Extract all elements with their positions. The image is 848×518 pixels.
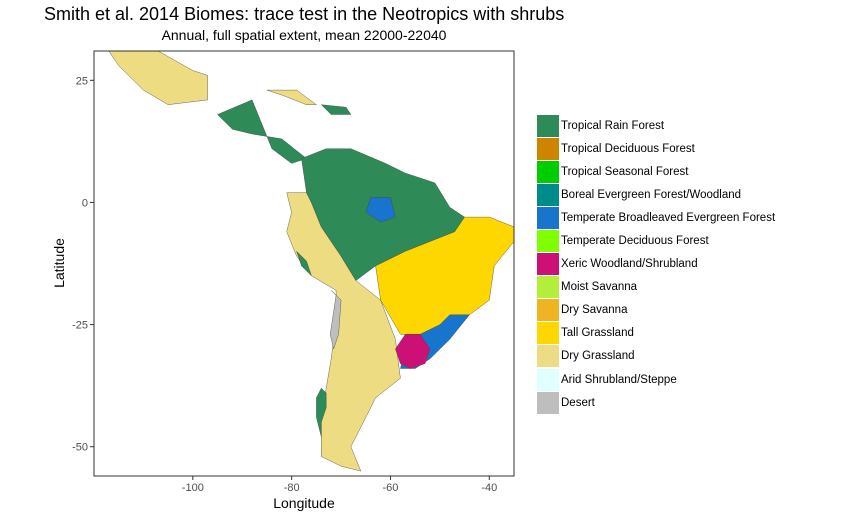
- y-tick-label: 25: [76, 75, 88, 87]
- legend-label: Dry Grassland: [561, 350, 635, 363]
- biome-region-tropical-rain-forest-11: [320, 104, 352, 115]
- legend-swatch: [537, 114, 559, 137]
- legend-item-tropical-seasonal-forest: Tropical Seasonal Forest: [537, 160, 775, 183]
- legend-item-arid-shrubland-steppe: Arid Shrubland/Steppe: [537, 368, 775, 391]
- legend-swatch: [537, 345, 559, 368]
- legend-item-tropical-rain-forest: Tropical Rain Forest: [537, 114, 775, 137]
- legend-label: Xeric Woodland/Shrubland: [561, 258, 698, 271]
- legend-swatch: [537, 391, 559, 414]
- y-axis: 25 0 -25 -50: [72, 75, 94, 454]
- legend-swatch: [537, 253, 559, 276]
- biome-region-dry-grassland-10: [266, 89, 318, 105]
- biome-region-desert-12: [329, 290, 342, 350]
- legend-swatch: [537, 230, 559, 253]
- x-tick-label: -60: [383, 482, 399, 494]
- y-axis-title: Latitude: [51, 238, 67, 288]
- y-tick-label: 0: [82, 197, 88, 209]
- legend-item-dry-savanna: Dry Savanna: [537, 299, 775, 322]
- legend-label: Tropical Seasonal Forest: [561, 165, 689, 178]
- y-tick-label: -50: [72, 442, 88, 454]
- legend-swatch: [537, 299, 559, 322]
- legend-swatch: [537, 137, 559, 160]
- biome-region-xeric-woodland-shrubland-6: [395, 334, 431, 369]
- legend-item-tall-grassland: Tall Grassland: [537, 322, 775, 345]
- biome-region-tropical-rain-forest-8: [296, 251, 312, 276]
- legend-item-temperate-deciduous-forest: Temperate Deciduous Forest: [537, 229, 775, 253]
- legend-swatch: [537, 276, 559, 299]
- legend-item-dry-grassland: Dry Grassland: [537, 345, 775, 368]
- legend-label: Tall Grassland: [561, 327, 634, 340]
- chart-title: Smith et al. 2014 Biomes: trace test in …: [44, 4, 565, 24]
- biome-regions: [108, 51, 514, 472]
- legend-label: Arid Shrubland/Steppe: [561, 373, 677, 386]
- legend-label: Temperate Deciduous Forest: [561, 235, 709, 248]
- legend: Tropical Rain Forest Tropical Deciduous F…: [537, 114, 775, 414]
- x-tick-label: -40: [481, 482, 497, 494]
- x-axis: -100 -80 -60 -40: [182, 476, 497, 494]
- panel-border: [93, 50, 515, 477]
- legend-label: Dry Savanna: [561, 304, 628, 317]
- x-tick-label: -100: [182, 482, 204, 494]
- legend-item-boreal-evergreen-forest-woodland: Boreal Evergreen Forest/Woodland: [537, 183, 775, 206]
- legend-swatch: [537, 160, 559, 183]
- legend-item-xeric-woodland-shrubland: Xeric Woodland/Shrubland: [537, 253, 775, 276]
- legend-label: Moist Savanna: [561, 281, 638, 294]
- legend-item-temperate-broadleaved-evergreen-forest: Temperate Broadleaved Evergreen Forest: [537, 206, 775, 229]
- legend-swatch: [537, 368, 559, 391]
- x-tick-label: -80: [284, 482, 300, 494]
- biome-region-tropical-rain-forest-9: [316, 387, 327, 437]
- legend-label: Boreal Evergreen Forest/Woodland: [561, 188, 742, 201]
- legend-item-desert: Desert: [537, 391, 775, 414]
- biome-region-dry-grassland-0: [108, 51, 208, 105]
- legend-item-tropical-deciduous-forest: Tropical Deciduous Forest: [537, 137, 775, 160]
- legend-item-moist-savanna: Moist Savanna: [537, 276, 775, 299]
- legend-label: Tropical Deciduous Forest: [561, 142, 695, 155]
- x-axis-title: Longitude: [273, 495, 335, 511]
- legend-label: Tropical Rain Forest: [561, 119, 665, 132]
- legend-label: Temperate Broadleaved Evergreen Forest: [561, 211, 776, 224]
- y-tick-label: -25: [72, 320, 88, 332]
- legend-label: Desert: [561, 396, 595, 409]
- legend-swatch: [537, 206, 559, 229]
- legend-swatch: [537, 322, 559, 345]
- biome-region-temperate-broadleaved-evergreen-forest-7: [365, 197, 396, 223]
- biome-region-tropical-rain-forest-1: [217, 99, 307, 164]
- legend-swatch: [537, 183, 559, 206]
- chart-subtitle: Annual, full spatial extent, mean 22000-…: [161, 27, 447, 43]
